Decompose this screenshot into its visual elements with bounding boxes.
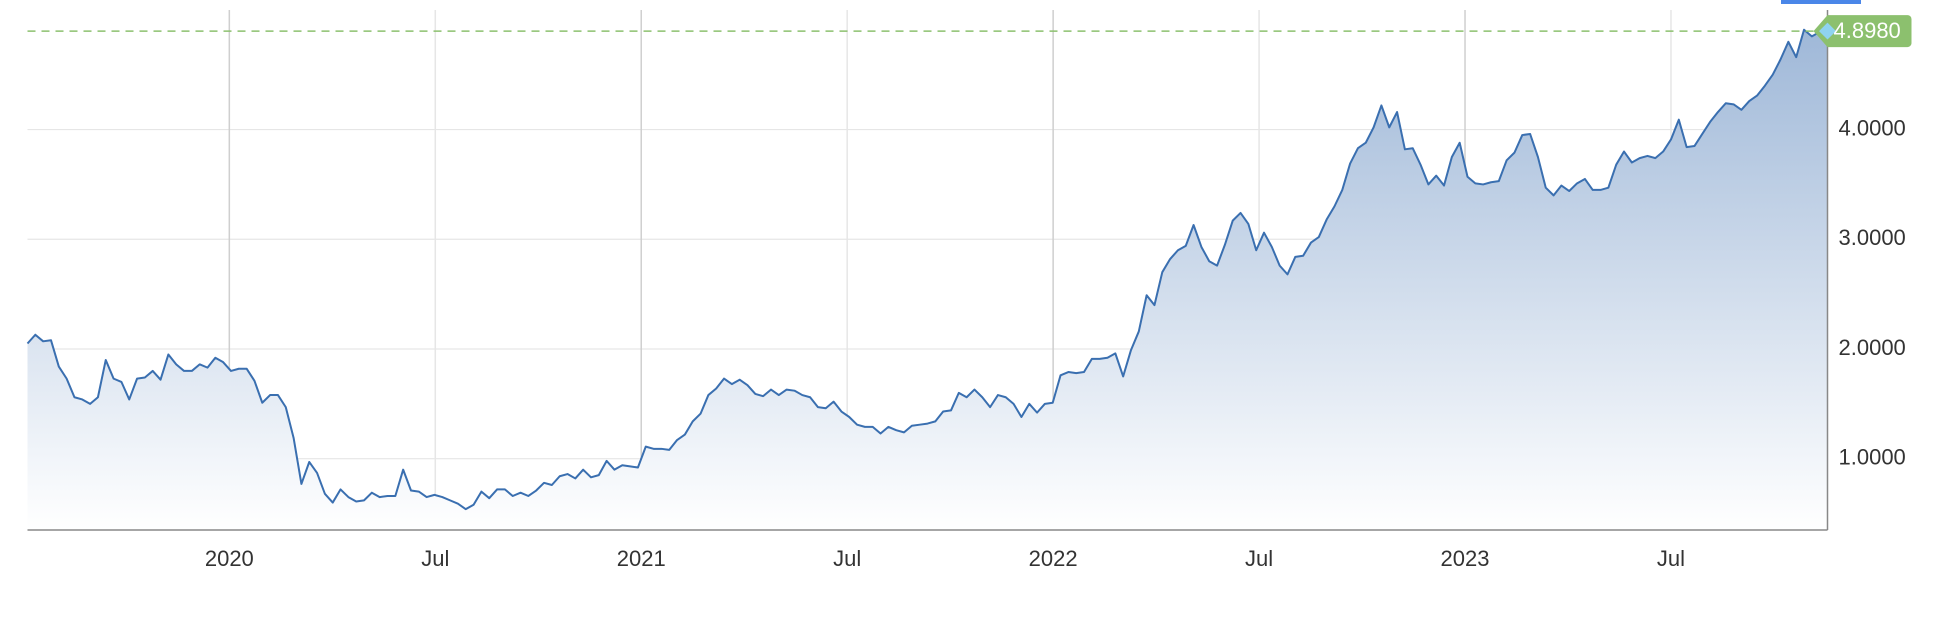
x-tick-label: 2021: [617, 546, 666, 571]
x-tick-label: 2023: [1441, 546, 1490, 571]
y-tick-label: 1.0000: [1839, 445, 1906, 470]
current-value-badge: [1813, 15, 1912, 48]
x-tick-label: Jul: [1657, 546, 1685, 571]
x-tick-label: 2022: [1029, 546, 1078, 571]
x-tick-label: Jul: [833, 546, 861, 571]
current-value-label: 4.8980: [1834, 18, 1901, 43]
y-tick-label: 3.0000: [1839, 225, 1906, 250]
y-tick-label: 4.0000: [1839, 115, 1906, 140]
area-fill: [27, 29, 1828, 530]
price-line: [26, 28, 1828, 511]
x-tick-label: 2020: [205, 546, 254, 571]
y-tick-label: 2.0000: [1839, 335, 1906, 360]
x-tick-label: Jul: [421, 546, 449, 571]
x-tick-label: Jul: [1245, 546, 1273, 571]
tooltip-edge: [1781, 0, 1861, 4]
